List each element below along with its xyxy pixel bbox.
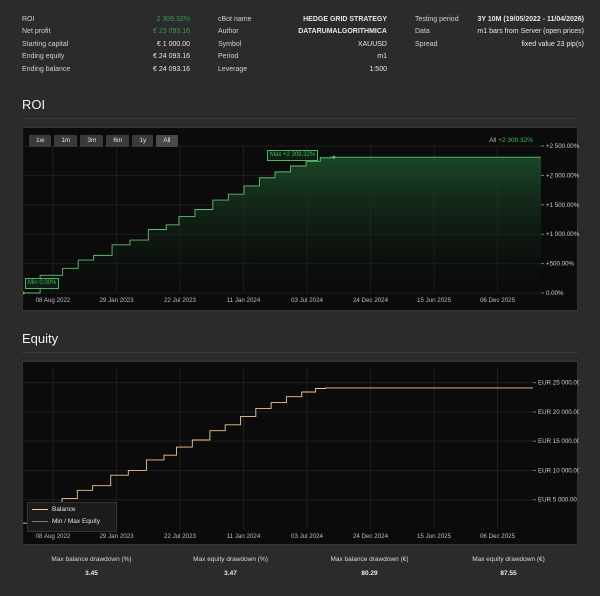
drawdown-balance-eur: Max balance drawdown (€) 80.29 — [330, 556, 409, 577]
y-tick-label: EUR 25 000.00 — [538, 380, 579, 387]
range-button-1y[interactable]: 1y — [132, 135, 154, 147]
range-button-6m[interactable]: 6m — [106, 135, 130, 147]
equity-legend: Balance Min / Max Equity — [27, 502, 117, 532]
range-button-1m[interactable]: 1m — [54, 135, 78, 147]
x-tick-label: 11 Jan 2024 — [227, 533, 261, 540]
stat-ending-balance: Ending balance € 24 093.16 — [22, 65, 190, 73]
stat-leverage: Leverage 1:500 — [218, 65, 387, 73]
drawdown-equity-pct: Max equity drawdown (%) 3.47 — [193, 556, 268, 577]
roi-all-summary: All +2 309.32% — [489, 137, 533, 144]
stat-ending-equity: Ending equity € 24 093.16 — [22, 53, 190, 61]
x-tick-label: 15 Jun 2025 — [417, 297, 452, 304]
stat-author: Author DATARUMALGORITHMICA — [218, 28, 387, 36]
roi-chart-svg: 08 Aug 2022 29 Jan 2023 22 Jul 2023 11 Jan … — [23, 143, 579, 304]
legend-item-balance[interactable]: Balance — [32, 506, 76, 513]
equity-section-title: Equity — [22, 331, 59, 346]
y-tick-label: EUR 20 000.00 — [538, 409, 579, 416]
y-tick-label: +2 000.00% — [546, 172, 579, 179]
stat-symbol: Symbol XAUUSD — [218, 40, 387, 48]
range-selector: 1w 1m 3m 6m 1y All — [29, 135, 178, 147]
stat-testing-period: Testing period 3Y 10M (19/05/2022 - 11/04… — [415, 16, 584, 23]
x-tick-label: 06 Dec 2025 — [480, 533, 516, 540]
roi-min-point — [23, 291, 25, 295]
x-tick-label: 24 Dec 2024 — [353, 297, 389, 304]
x-tick-label: 03 Jul 2024 — [291, 297, 324, 304]
x-tick-label: 29 Jan 2023 — [99, 297, 134, 304]
stat-period: Period m1 — [218, 53, 387, 61]
stat-data: Data m1 bars from Server (open prices) — [415, 28, 584, 36]
x-tick-label: 08 Aug 2022 — [36, 297, 71, 304]
stat-roi: ROI 2 309.32% — [22, 16, 190, 23]
x-tick-label: 22 Jul 2023 — [164, 533, 197, 540]
y-tick-label: EUR 5 000.00 — [538, 497, 577, 504]
roi-min-tag: Min 0.00% — [25, 278, 60, 289]
roi-line — [23, 156, 541, 294]
roi-chart: 08 Aug 2022 29 Jan 2023 22 Jul 2023 11 Jan … — [22, 127, 579, 311]
x-tick-label: 15 Jun 2025 — [417, 533, 452, 540]
roi-section-title: ROI — [22, 97, 46, 112]
stat-starting-capital: Starting capital € 1 000.00 — [22, 40, 190, 48]
legend-item-min-max-equity[interactable]: Min / Max Equity — [32, 518, 100, 525]
legend-swatch-min-max-equity — [32, 520, 48, 522]
equity-chart-svg: 08 Aug 2022 29 Jan 2023 22 Jul 2023 11 Jan … — [23, 368, 579, 540]
x-tick-label: 11 Jan 2024 — [227, 297, 261, 304]
balance-line — [23, 387, 533, 524]
roi-divider — [22, 118, 578, 119]
roi-area-fill — [23, 157, 541, 293]
stat-cbot-name: cBot name HEDGE GRID STRATEGY — [218, 16, 387, 23]
range-button-all[interactable]: All — [156, 135, 178, 147]
y-tick-label: +2 500.00% — [546, 143, 579, 150]
drawdown-balance-pct: Max balance drawdown (%) 3.45 — [51, 556, 132, 577]
range-button-3m[interactable]: 3m — [80, 135, 104, 147]
stat-spread: Spread fixed value 23 pip(s) — [415, 40, 584, 48]
y-tick-label: EUR 10 000.00 — [538, 467, 579, 474]
stat-net-profit: Net profit € 23 093.16 — [22, 28, 190, 36]
drawdown-summary: Max balance drawdown (%) 3.45 Max equity … — [22, 556, 578, 586]
y-tick-label: EUR 15 000.00 — [538, 438, 579, 445]
drawdown-equity-eur: Max equity drawdown (€) 87.55 — [472, 556, 545, 577]
x-tick-label: 29 Jan 2023 — [99, 533, 134, 540]
roi-max-tag: Max +2 309.32% — [267, 150, 319, 161]
stats-column-performance: ROI 2 309.32% Net profit € 23 093.16 Start… — [22, 14, 190, 76]
legend-swatch-balance — [32, 508, 48, 510]
stats-column-testing: Testing period 3Y 10M (19/05/2022 - 11/04… — [415, 14, 584, 51]
x-tick-label: 03 Jul 2024 — [291, 533, 324, 540]
y-tick-label: +500.00% — [546, 261, 575, 268]
y-tick-label: +1 000.00% — [546, 231, 579, 238]
x-tick-label: 08 Aug 2022 — [36, 533, 71, 540]
equity-divider — [22, 352, 578, 353]
y-tick-label: +1 500.00% — [546, 202, 579, 209]
y-tick-label: 0.00% — [546, 290, 564, 297]
x-tick-label: 24 Dec 2024 — [353, 533, 389, 540]
summary-stats: ROI 2 309.32% Net profit € 23 093.16 Start… — [22, 14, 584, 76]
x-tick-label: 06 Dec 2025 — [480, 297, 516, 304]
stats-column-bot: cBot name HEDGE GRID STRATEGY Author DATAR… — [218, 14, 387, 76]
roi-max-point — [332, 155, 336, 159]
equity-chart: 08 Aug 2022 29 Jan 2023 22 Jul 2023 11 Jan … — [22, 361, 579, 545]
x-tick-label: 22 Jul 2023 — [164, 297, 197, 304]
range-button-1w[interactable]: 1w — [29, 135, 52, 147]
